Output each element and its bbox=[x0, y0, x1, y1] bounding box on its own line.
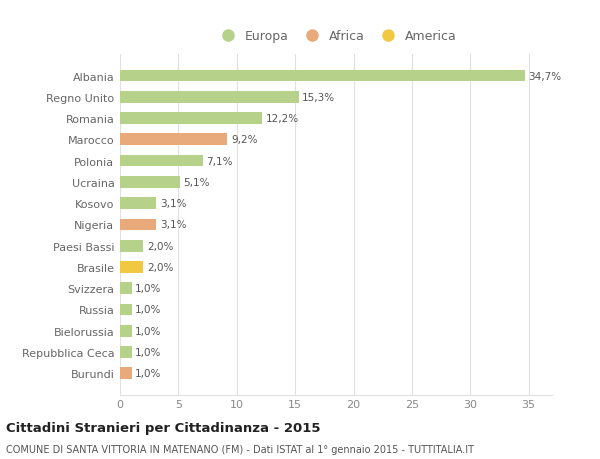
Bar bbox=[120, 134, 227, 146]
Bar bbox=[120, 241, 143, 252]
Text: 2,0%: 2,0% bbox=[147, 241, 173, 251]
Text: 1,0%: 1,0% bbox=[135, 326, 161, 336]
Text: 15,3%: 15,3% bbox=[302, 93, 335, 102]
Bar bbox=[120, 368, 131, 379]
Text: Cittadini Stranieri per Cittadinanza - 2015: Cittadini Stranieri per Cittadinanza - 2… bbox=[6, 421, 320, 434]
Text: 1,0%: 1,0% bbox=[135, 347, 161, 357]
Bar bbox=[120, 198, 156, 209]
Text: 3,1%: 3,1% bbox=[160, 220, 186, 230]
Bar bbox=[120, 156, 203, 167]
Bar bbox=[120, 92, 299, 103]
Legend: Europa, Africa, America: Europa, Africa, America bbox=[213, 28, 459, 45]
Text: 5,1%: 5,1% bbox=[183, 178, 209, 187]
Text: 1,0%: 1,0% bbox=[135, 284, 161, 294]
Bar bbox=[120, 219, 156, 231]
Bar bbox=[120, 177, 179, 188]
Bar bbox=[120, 113, 262, 125]
Text: 7,1%: 7,1% bbox=[206, 156, 233, 166]
Text: 3,1%: 3,1% bbox=[160, 199, 186, 209]
Text: 9,2%: 9,2% bbox=[231, 135, 257, 145]
Text: COMUNE DI SANTA VITTORIA IN MATENANO (FM) - Dati ISTAT al 1° gennaio 2015 - TUTT: COMUNE DI SANTA VITTORIA IN MATENANO (FM… bbox=[6, 444, 474, 454]
Bar bbox=[120, 283, 131, 294]
Bar bbox=[120, 262, 143, 273]
Text: 12,2%: 12,2% bbox=[266, 114, 299, 124]
Bar bbox=[120, 325, 131, 337]
Text: 1,0%: 1,0% bbox=[135, 305, 161, 315]
Bar bbox=[120, 304, 131, 316]
Text: 2,0%: 2,0% bbox=[147, 263, 173, 272]
Text: 34,7%: 34,7% bbox=[529, 71, 562, 81]
Bar bbox=[120, 71, 525, 82]
Text: 1,0%: 1,0% bbox=[135, 369, 161, 379]
Bar bbox=[120, 347, 131, 358]
